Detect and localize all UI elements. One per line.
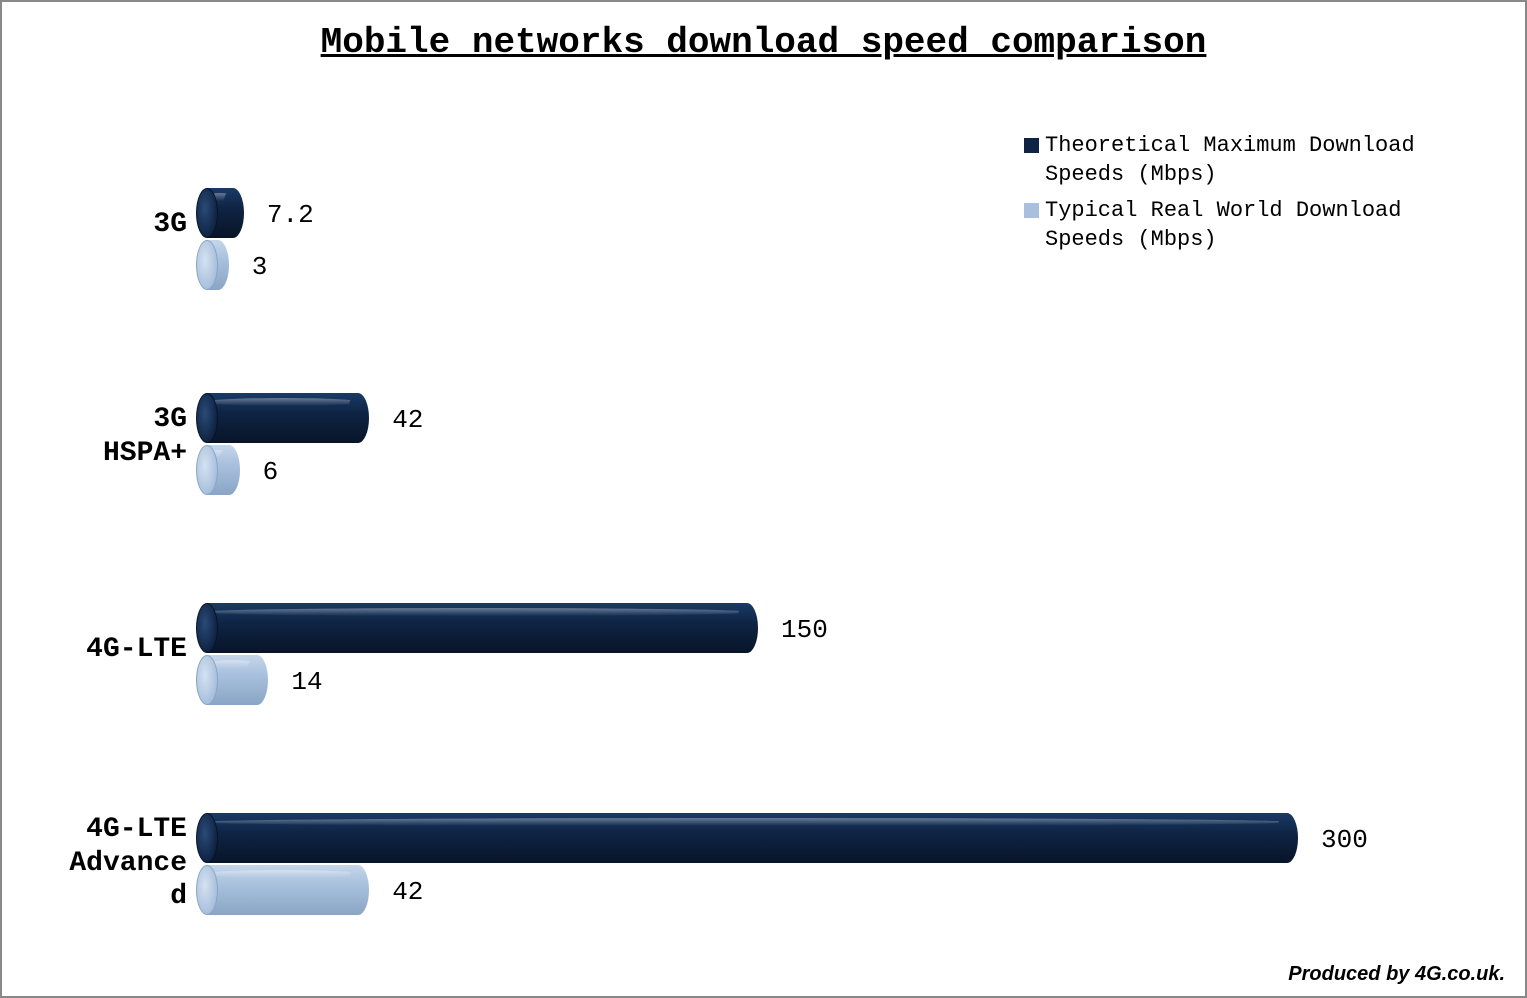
bar-container: 14 — [207, 655, 279, 705]
bar-cap-right — [347, 393, 369, 443]
bar-cylinder — [207, 865, 380, 915]
legend-text: Theoretical Maximum Download Speeds (Mbp… — [1045, 132, 1465, 189]
bar-highlight — [207, 818, 1287, 826]
legend-item: Typical Real World Download Speeds (Mbps… — [1024, 197, 1465, 254]
footer-attribution: Produced by 4G.co.uk. — [1288, 963, 1505, 986]
value-label: 14 — [291, 667, 322, 697]
value-label: 7.2 — [267, 200, 314, 230]
chart-title: Mobile networks download speed compariso… — [2, 22, 1525, 63]
bar-highlight — [207, 608, 747, 616]
bar-cap-right — [1276, 813, 1298, 863]
value-label: 42 — [392, 405, 423, 435]
bar-cap-left — [196, 655, 218, 705]
bar-cap-left — [196, 393, 218, 443]
bar-cylinder — [207, 188, 255, 238]
bar-cylinder — [207, 655, 279, 705]
legend-swatch — [1024, 203, 1039, 218]
value-label: 300 — [1321, 825, 1368, 855]
value-label: 42 — [392, 877, 423, 907]
bar-cap-right — [218, 445, 240, 495]
bar-cap-left — [196, 240, 218, 290]
bar-cap-left — [196, 603, 218, 653]
category-label: 3GHSPA+ — [2, 403, 197, 470]
bar-container: 300 — [207, 813, 1309, 863]
bar-cylinder — [207, 393, 380, 443]
bar-container: 6 — [207, 445, 251, 495]
value-label: 3 — [252, 252, 268, 282]
bar-cap-right — [736, 603, 758, 653]
bar-cap-right — [222, 188, 244, 238]
bar-highlight — [207, 398, 358, 406]
bar-cap-right — [347, 865, 369, 915]
bar-container: 42 — [207, 865, 380, 915]
category-label: 4G-LTEAdvanced — [2, 813, 197, 914]
legend-text: Typical Real World Download Speeds (Mbps… — [1045, 197, 1465, 254]
category-label: 3G — [2, 208, 197, 242]
category-label: 4G-LTE — [2, 633, 197, 667]
value-label: 150 — [781, 615, 828, 645]
bar-cylinder — [207, 603, 769, 653]
bar-container: 7.2 — [207, 188, 255, 238]
bar-container: 3 — [207, 240, 240, 290]
bar-cap-left — [196, 865, 218, 915]
legend: Theoretical Maximum Download Speeds (Mbp… — [1024, 132, 1465, 262]
bar-cap-left — [196, 445, 218, 495]
bar-cap-left — [196, 813, 218, 863]
bar-highlight — [207, 870, 358, 878]
bar-cap-right — [246, 655, 268, 705]
value-label: 6 — [263, 457, 279, 487]
legend-swatch — [1024, 138, 1039, 153]
bar-container: 42 — [207, 393, 380, 443]
legend-item: Theoretical Maximum Download Speeds (Mbp… — [1024, 132, 1465, 189]
bar-cap-left — [196, 188, 218, 238]
bar-cylinder — [207, 445, 251, 495]
bar-cylinder — [207, 813, 1309, 863]
bar-container: 150 — [207, 603, 769, 653]
bar-cylinder — [207, 240, 240, 290]
